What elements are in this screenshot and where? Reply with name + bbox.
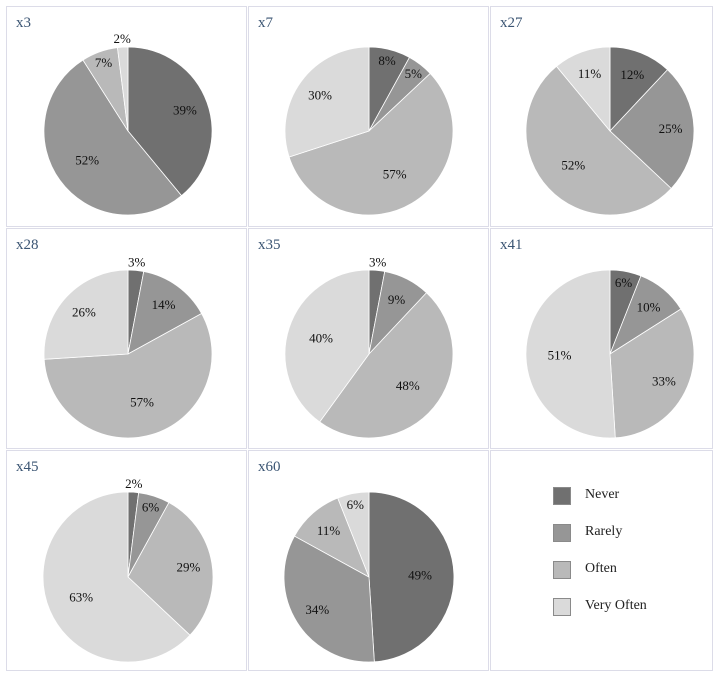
pie-slice-very-often [284, 269, 370, 423]
pie-slice-very-often [284, 46, 370, 158]
data-label-very-often: 63% [69, 589, 93, 604]
data-label-often: 57% [383, 166, 407, 181]
pie-chart-x3: 39% 52% 7%2% [43, 31, 213, 216]
data-label-rarely: 34% [305, 602, 329, 617]
chart-cell-x45: x45 2% 6% 29% 63% [6, 450, 247, 671]
data-label-very-often: 6% [347, 497, 365, 512]
pie-slice-very-often [42, 491, 191, 663]
pie-slice-often [319, 292, 454, 439]
chart-title: x7 [258, 15, 273, 31]
data-label-never: 39% [173, 103, 197, 118]
data-label-often: 29% [176, 559, 200, 574]
data-label-very-often: 2% [114, 31, 132, 46]
chart-cell-x3: x3 39% 52% 7% 2% [6, 6, 247, 227]
chart-cell-x7: x7 8% 5% 57% 30% [248, 6, 489, 227]
data-label-never: 2% [125, 476, 143, 491]
pie-slice-often [127, 501, 214, 636]
legend-swatch-never [553, 487, 571, 505]
legend-label: Very Often [585, 598, 647, 613]
data-label-rarely: 9% [388, 292, 406, 307]
pie-chart-x60: 49% 34% 11% 6% [283, 491, 455, 663]
pie-slice-very-often [337, 491, 370, 578]
chart-title: x35 [258, 237, 281, 253]
pie-slice-very-often [525, 269, 616, 439]
data-label-often: 48% [396, 378, 420, 393]
chart-cell-x28: x28 3% 14% 57% 26% [6, 228, 247, 449]
chart-title: x60 [258, 459, 281, 475]
data-label-often: 33% [652, 374, 676, 389]
data-label-rarely: 5% [405, 66, 423, 81]
legend-swatch-very-often [553, 598, 571, 616]
chart-cell-x27: x27 12% 25% 52% 11% [490, 6, 713, 227]
pie-slice-very-often [117, 46, 129, 132]
pie-chart-x41: 6% 10% 33% 51% [525, 269, 695, 439]
pie-slice-very-often [43, 269, 129, 360]
data-label-rarely: 52% [75, 153, 99, 168]
pie-slice-never [368, 491, 455, 663]
data-label-never: 3% [369, 254, 387, 269]
data-label-never: 6% [615, 275, 633, 290]
legend-swatch-often [553, 561, 571, 579]
pie-chart-x7: 8% 5% 57% 30% [284, 46, 454, 216]
pie-slice-rarely [609, 69, 695, 190]
data-label-never: 12% [620, 67, 644, 82]
legend-label: Often [585, 561, 617, 576]
data-label-very-often: 51% [548, 348, 572, 363]
pie-chart-x45: 2% 6% 29% 63% [42, 476, 214, 663]
pie-chart-x27: 12% 25% 52% 11% [525, 46, 695, 216]
legend-panel: Never Rarely Often Very Often [490, 450, 713, 671]
data-label-very-often: 30% [308, 88, 332, 103]
data-label-rarely: 6% [142, 500, 160, 515]
chart-title: x41 [500, 237, 523, 253]
data-label-rarely: 25% [659, 121, 683, 136]
chart-title: x28 [16, 237, 39, 253]
pie-slice-often [43, 312, 213, 439]
pie-slice-often [288, 72, 454, 216]
chart-title: x27 [500, 15, 523, 31]
pie-slice-rarely [127, 271, 203, 355]
data-label-very-often: 40% [309, 330, 333, 345]
data-label-very-often: 11% [578, 66, 602, 81]
chart-cell-x41: x41 6% 10% 33% 51% [490, 228, 713, 449]
legend-label: Never [585, 487, 620, 502]
pie-slice-never [127, 46, 213, 197]
chart-title: x3 [16, 15, 31, 31]
pie-chart-x28: 3% 14% 57% 26% [43, 254, 213, 439]
chart-cell-x60: x60 49% 34% 11% 6% [248, 450, 489, 671]
data-label-very-often: 26% [72, 305, 96, 320]
data-label-never: 8% [378, 53, 396, 68]
data-label-often: 7% [95, 55, 113, 70]
chart-cell-x35: x35 3% 9% 48% 40% [248, 228, 489, 449]
data-label-rarely: 14% [152, 297, 176, 312]
data-label-often: 57% [130, 394, 154, 409]
pie-slice-rarely [43, 59, 183, 216]
pie-chart-x35: 3% 9% 48% 40% [284, 254, 454, 439]
data-label-never: 3% [128, 254, 146, 269]
pie-slice-never [609, 46, 669, 133]
data-label-never: 49% [408, 567, 432, 582]
pie-slice-very-often [555, 46, 611, 133]
data-label-often: 11% [317, 523, 341, 538]
legend-label: Rarely [585, 524, 623, 539]
pie-slice-often [609, 308, 695, 439]
pie-slice-often [525, 65, 672, 216]
chart-title: x45 [16, 459, 39, 475]
data-label-often: 52% [561, 158, 585, 173]
legend-swatch-rarely [553, 524, 571, 542]
data-label-rarely: 10% [637, 299, 661, 314]
